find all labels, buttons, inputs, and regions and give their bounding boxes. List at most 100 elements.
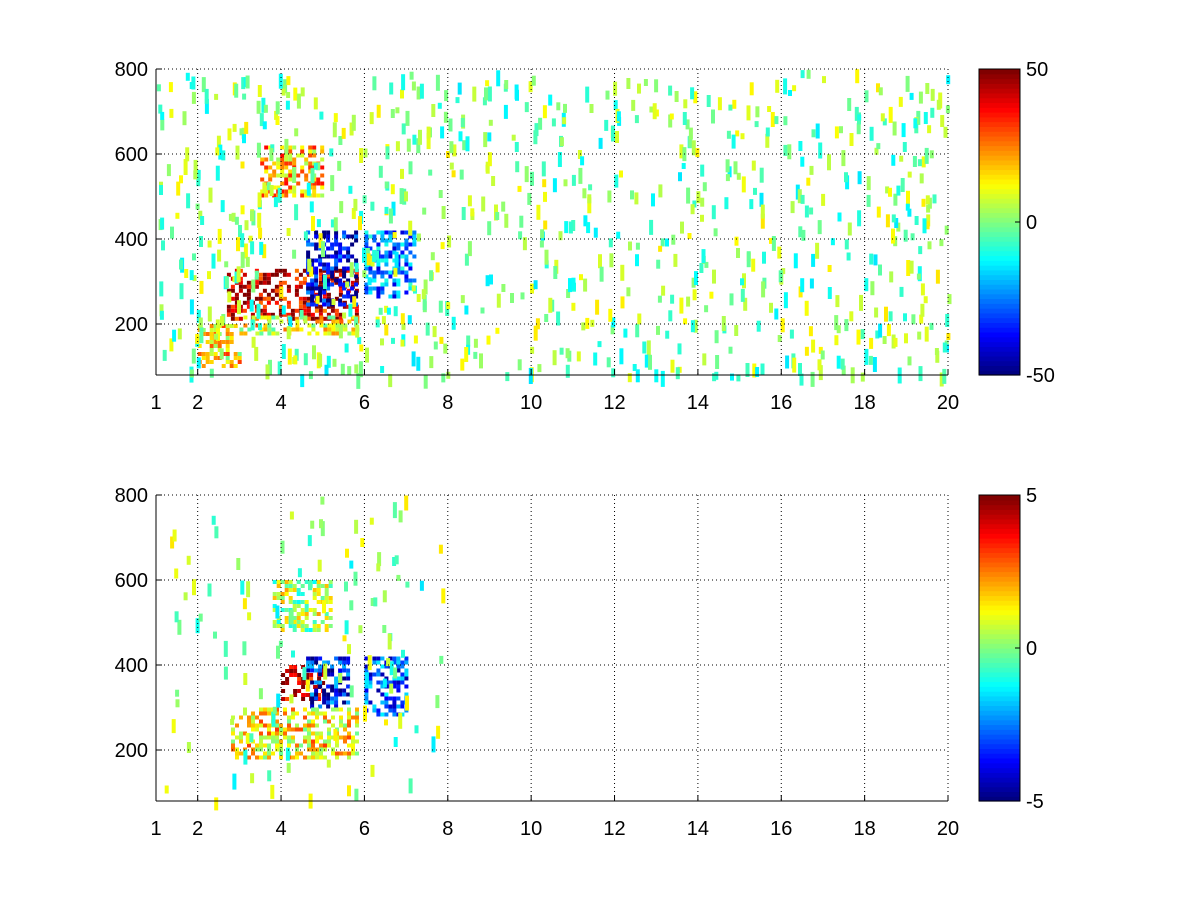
- heatmap-cell: [408, 282, 413, 287]
- heatmap-cell: [279, 286, 284, 299]
- colorbar-swatch: [979, 509, 1020, 515]
- heatmap-cell: [797, 189, 802, 204]
- colorbar-swatch: [979, 174, 1020, 180]
- heatmap-cell: [376, 294, 381, 299]
- heatmap-cell: [314, 282, 319, 287]
- heatmap-cell: [746, 105, 751, 121]
- heatmap-cell: [809, 278, 814, 289]
- heatmap-cell: [280, 624, 285, 628]
- heatmap-cell: [262, 276, 267, 281]
- heatmap-cell: [906, 260, 911, 276]
- heatmap-cell: [326, 302, 331, 307]
- heatmap-cell: [354, 788, 359, 801]
- heatmap-cell: [364, 282, 369, 287]
- colorbar-swatch: [979, 710, 1020, 716]
- heatmap-cell: [901, 123, 906, 138]
- heatmap-cell: [411, 285, 416, 292]
- heatmap-cell: [300, 193, 305, 198]
- heatmap-cell: [360, 538, 365, 547]
- heatmap-cell: [255, 727, 259, 732]
- heatmap-cell: [241, 77, 246, 90]
- heatmap-cell: [354, 238, 359, 243]
- colorbar-swatch: [979, 533, 1020, 539]
- heatmap-cell: [923, 296, 928, 304]
- heatmap-cell: [230, 316, 235, 321]
- heatmap-cell: [243, 749, 248, 765]
- heatmap-cell: [243, 731, 247, 736]
- heatmap-cell: [335, 327, 340, 332]
- heatmap-cell: [804, 300, 809, 316]
- heatmap-cell: [404, 660, 409, 665]
- heatmap-cell: [464, 305, 469, 315]
- heatmap-cell: [314, 230, 319, 235]
- heatmap-cell: [323, 711, 327, 716]
- heatmap-cell: [565, 364, 570, 378]
- heatmap-cell: [342, 294, 347, 299]
- heatmap-cell: [304, 604, 309, 608]
- heatmap-cell: [370, 598, 375, 606]
- heatmap-cell: [441, 588, 446, 604]
- heatmap-cell: [389, 683, 394, 694]
- heatmap-cell: [349, 122, 354, 136]
- heatmap-cell: [326, 246, 331, 251]
- heatmap-cell: [216, 135, 221, 152]
- heatmap-cell: [930, 107, 935, 118]
- heatmap-cell: [335, 323, 340, 328]
- heatmap-cell: [272, 169, 277, 174]
- heatmap-cell: [365, 347, 369, 363]
- heatmap-cell: [363, 705, 367, 722]
- heatmap-cell: [294, 276, 299, 281]
- heatmap-cell: [209, 324, 214, 328]
- colorbar-swatch: [979, 738, 1020, 745]
- heatmap-cell: [384, 305, 389, 313]
- heatmap-cell: [396, 680, 401, 685]
- heatmap-cell: [347, 707, 351, 712]
- heatmap-cell: [334, 230, 339, 235]
- heatmap-cell: [284, 181, 289, 186]
- heatmap-cell: [278, 308, 283, 313]
- heatmap-cell: [319, 755, 323, 760]
- heatmap-cell: [288, 189, 293, 194]
- heatmap-cell: [259, 731, 263, 736]
- heatmap-cell: [644, 354, 649, 368]
- heatmap-cell: [868, 355, 873, 365]
- heatmap-cell: [472, 86, 477, 102]
- heatmap-cell: [888, 187, 892, 197]
- heatmap-cell: [438, 190, 443, 198]
- heatmap-cell: [368, 684, 373, 689]
- heatmap-cell: [404, 672, 409, 677]
- heatmap-cell: [328, 584, 333, 588]
- heatmap-cell: [925, 221, 930, 230]
- heatmap-cell: [182, 111, 187, 126]
- heatmap-cell: [839, 126, 843, 134]
- colorbar-swatch: [979, 566, 1020, 573]
- heatmap-cell: [244, 220, 249, 231]
- heatmap-cell: [369, 517, 374, 525]
- heatmap-cell: [297, 681, 302, 685]
- heatmap-cell: [244, 121, 249, 134]
- heatmap-cell: [343, 735, 347, 740]
- heatmap-cell: [724, 197, 729, 210]
- heatmap-cell: [281, 344, 286, 359]
- heatmap-cell: [298, 272, 303, 277]
- heatmap-cell: [380, 680, 385, 685]
- heatmap-cell: [412, 230, 417, 235]
- heatmap-cell: [556, 102, 561, 111]
- heatmap-cell: [484, 87, 488, 101]
- heatmap-cell: [268, 145, 273, 150]
- heatmap-cell: [272, 596, 277, 600]
- heatmap-cell: [404, 676, 409, 681]
- grid-lines: [156, 494, 949, 801]
- heatmap-cell: [254, 346, 259, 361]
- colorbar-swatch: [979, 150, 1020, 156]
- heatmap-cell: [235, 723, 239, 728]
- heatmap-cell: [388, 374, 393, 388]
- heatmap-cell: [338, 692, 343, 697]
- heatmap-cell: [300, 608, 305, 612]
- heatmap-cell: [266, 276, 271, 281]
- heatmap-cell: [869, 126, 874, 141]
- heatmap-cell: [207, 583, 212, 597]
- heatmap-cell: [201, 364, 206, 368]
- heatmap-cell: [324, 628, 329, 632]
- heatmap-cell: [304, 580, 309, 584]
